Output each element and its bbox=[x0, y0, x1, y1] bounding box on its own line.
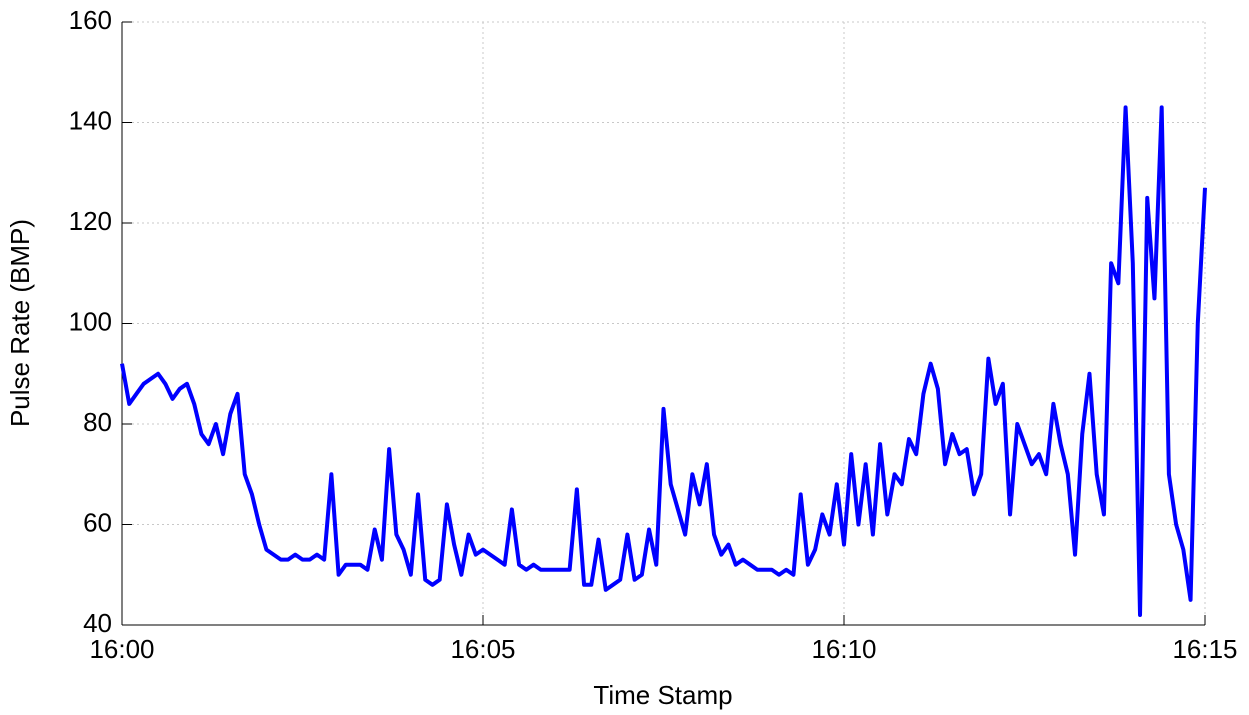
y-tick-label: 100 bbox=[69, 306, 112, 336]
y-tick-label: 40 bbox=[83, 608, 112, 638]
x-tick-label: 16:05 bbox=[450, 634, 515, 664]
y-tick-label: 120 bbox=[69, 206, 112, 236]
data-line bbox=[120, 105, 1207, 617]
x-axis-label: Time Stamp bbox=[593, 680, 732, 710]
y-axis-label: Pulse Rate (BMP) bbox=[5, 219, 35, 427]
y-tick-label: 60 bbox=[83, 507, 112, 537]
x-tick-label: 16:00 bbox=[89, 634, 154, 664]
y-tick-label: 160 bbox=[69, 5, 112, 35]
x-tick-label: 16:10 bbox=[811, 634, 876, 664]
y-tick-label: 140 bbox=[69, 105, 112, 135]
x-tick-label: 16:15 bbox=[1172, 634, 1237, 664]
y-tick-label: 80 bbox=[83, 407, 112, 437]
